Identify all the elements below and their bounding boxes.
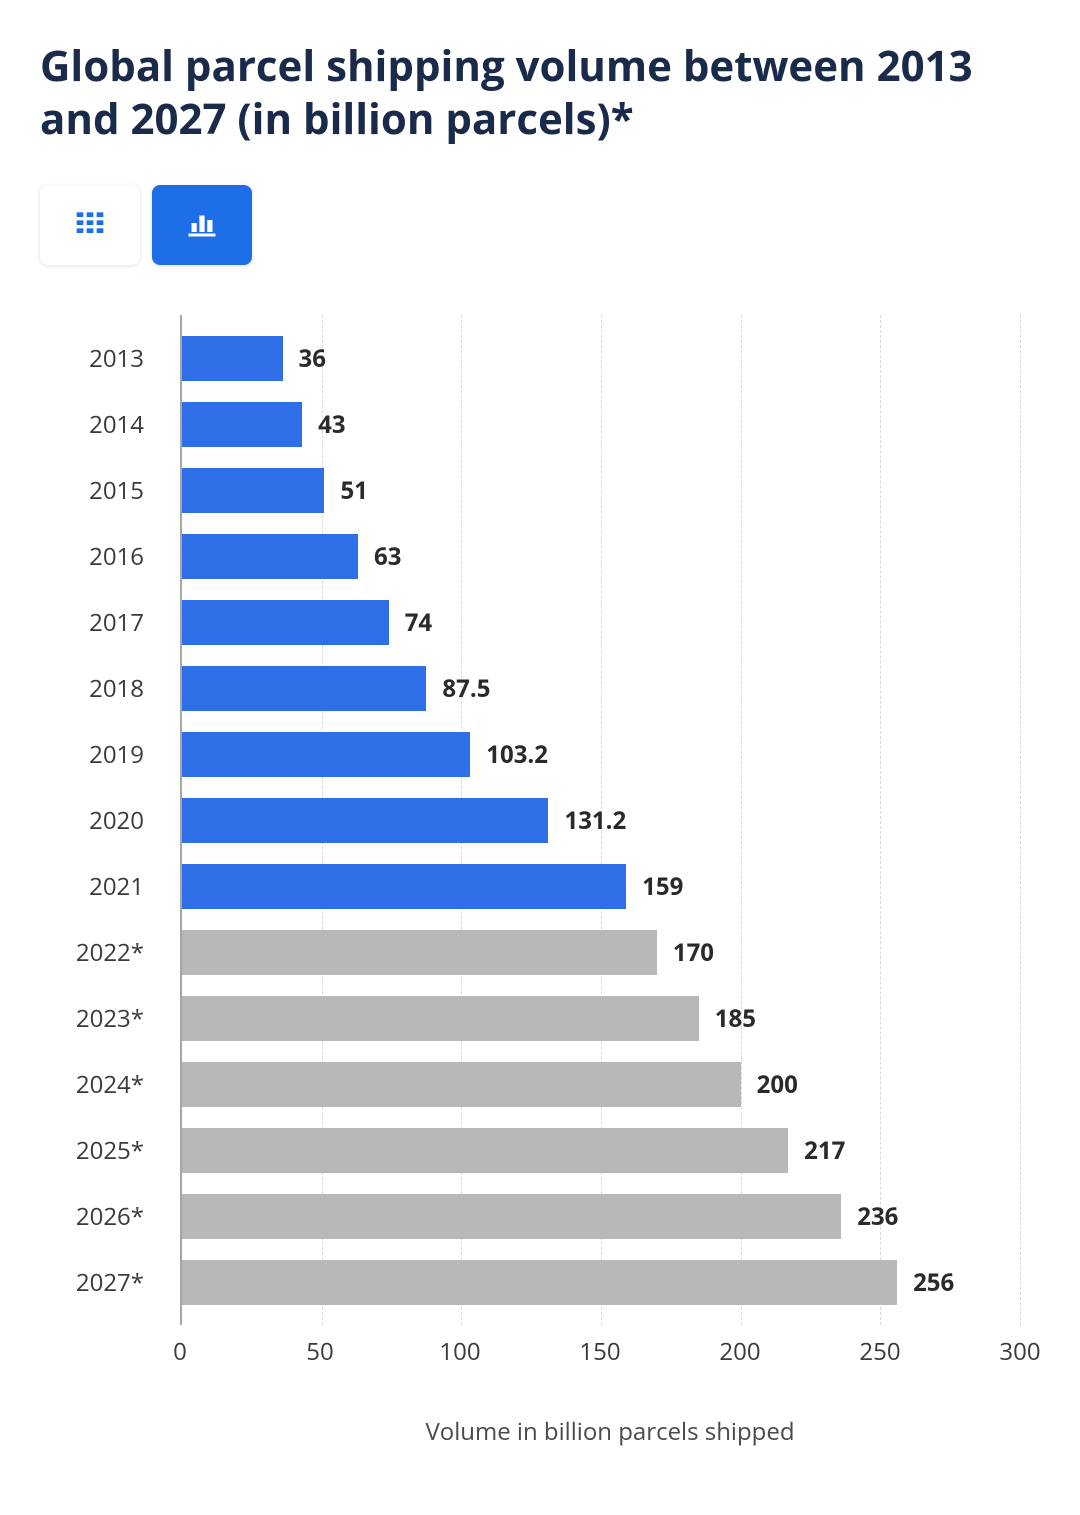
bar[interactable] <box>182 996 699 1041</box>
bar-value-label: 51 <box>340 474 367 507</box>
bar-row: 2026*236 <box>182 1183 1020 1249</box>
bar-row: 201887.5 <box>182 655 1020 721</box>
plot-area: 201336201443201551201663201774201887.520… <box>180 315 1020 1325</box>
x-axis: 050100150200250300 <box>180 1325 1020 1365</box>
x-tick-label: 50 <box>306 1335 333 1368</box>
bar[interactable] <box>182 468 324 513</box>
grid-icon <box>74 207 106 244</box>
bar-value-label: 74 <box>405 606 432 639</box>
y-category-label: 2026* <box>42 1200 162 1233</box>
bar-row: 2020131.2 <box>182 787 1020 853</box>
y-category-label: 2016 <box>42 540 162 573</box>
bar-value-label: 200 <box>757 1068 798 1101</box>
y-category-label: 2020 <box>42 804 162 837</box>
bar-row: 2027*256 <box>182 1249 1020 1315</box>
bar-value-label: 103.2 <box>486 738 548 771</box>
bar[interactable] <box>182 600 389 645</box>
bar[interactable] <box>182 336 283 381</box>
y-category-label: 2021 <box>42 870 162 903</box>
y-category-label: 2014 <box>42 408 162 441</box>
bar-row: 201663 <box>182 523 1020 589</box>
y-category-label: 2015 <box>42 474 162 507</box>
bar-value-label: 63 <box>374 540 401 573</box>
bar-value-label: 185 <box>715 1002 756 1035</box>
bar-row: 201443 <box>182 391 1020 457</box>
bar-row: 2021159 <box>182 853 1020 919</box>
bar[interactable] <box>182 534 358 579</box>
bar-value-label: 36 <box>299 342 326 375</box>
view-toggle-group <box>40 185 1040 265</box>
bar-row: 2022*170 <box>182 919 1020 985</box>
bar-value-label: 131.2 <box>564 804 626 837</box>
x-tick-label: 300 <box>999 1335 1040 1368</box>
bar-row: 2025*217 <box>182 1117 1020 1183</box>
bar-value-label: 43 <box>318 408 345 441</box>
y-category-label: 2017 <box>42 606 162 639</box>
bar-value-label: 236 <box>857 1200 898 1233</box>
bar-value-label: 87.5 <box>442 672 490 705</box>
bar-row: 201336 <box>182 325 1020 391</box>
y-category-label: 2027* <box>42 1266 162 1299</box>
bar[interactable] <box>182 1194 841 1239</box>
bar-row: 2023*185 <box>182 985 1020 1051</box>
bar[interactable] <box>182 1260 897 1305</box>
bar-value-label: 256 <box>913 1266 954 1299</box>
bar-chart-icon <box>184 205 220 246</box>
y-category-label: 2024* <box>42 1068 162 1101</box>
x-tick-label: 0 <box>173 1335 187 1368</box>
bar-value-label: 159 <box>642 870 683 903</box>
bar[interactable] <box>182 1128 788 1173</box>
gridline <box>1020 315 1021 1325</box>
bar-value-label: 170 <box>673 936 714 969</box>
chart-container: 201336201443201551201663201774201887.520… <box>40 315 1040 1448</box>
y-category-label: 2018 <box>42 672 162 705</box>
bar[interactable] <box>182 930 657 975</box>
bar-row: 201551 <box>182 457 1020 523</box>
y-category-label: 2023* <box>42 1002 162 1035</box>
x-axis-label: Volume in billion parcels shipped <box>180 1415 1040 1448</box>
bar-value-label: 217 <box>804 1134 845 1167</box>
chart-title: Global parcel shipping volume between 20… <box>40 40 1040 145</box>
bar[interactable] <box>182 864 626 909</box>
bar-row: 2024*200 <box>182 1051 1020 1117</box>
y-category-label: 2022* <box>42 936 162 969</box>
x-tick-label: 250 <box>859 1335 900 1368</box>
bar[interactable] <box>182 798 548 843</box>
x-tick-label: 150 <box>579 1335 620 1368</box>
chart-view-button[interactable] <box>152 185 252 265</box>
bar-row: 201774 <box>182 589 1020 655</box>
bars-group: 201336201443201551201663201774201887.520… <box>182 315 1020 1315</box>
bar[interactable] <box>182 402 302 447</box>
bar[interactable] <box>182 1062 741 1107</box>
bar[interactable] <box>182 732 470 777</box>
table-view-button[interactable] <box>40 185 140 265</box>
y-category-label: 2013 <box>42 342 162 375</box>
x-tick-label: 200 <box>719 1335 760 1368</box>
bar-row: 2019103.2 <box>182 721 1020 787</box>
y-category-label: 2019 <box>42 738 162 771</box>
y-category-label: 2025* <box>42 1134 162 1167</box>
bar[interactable] <box>182 666 426 711</box>
x-tick-label: 100 <box>439 1335 480 1368</box>
